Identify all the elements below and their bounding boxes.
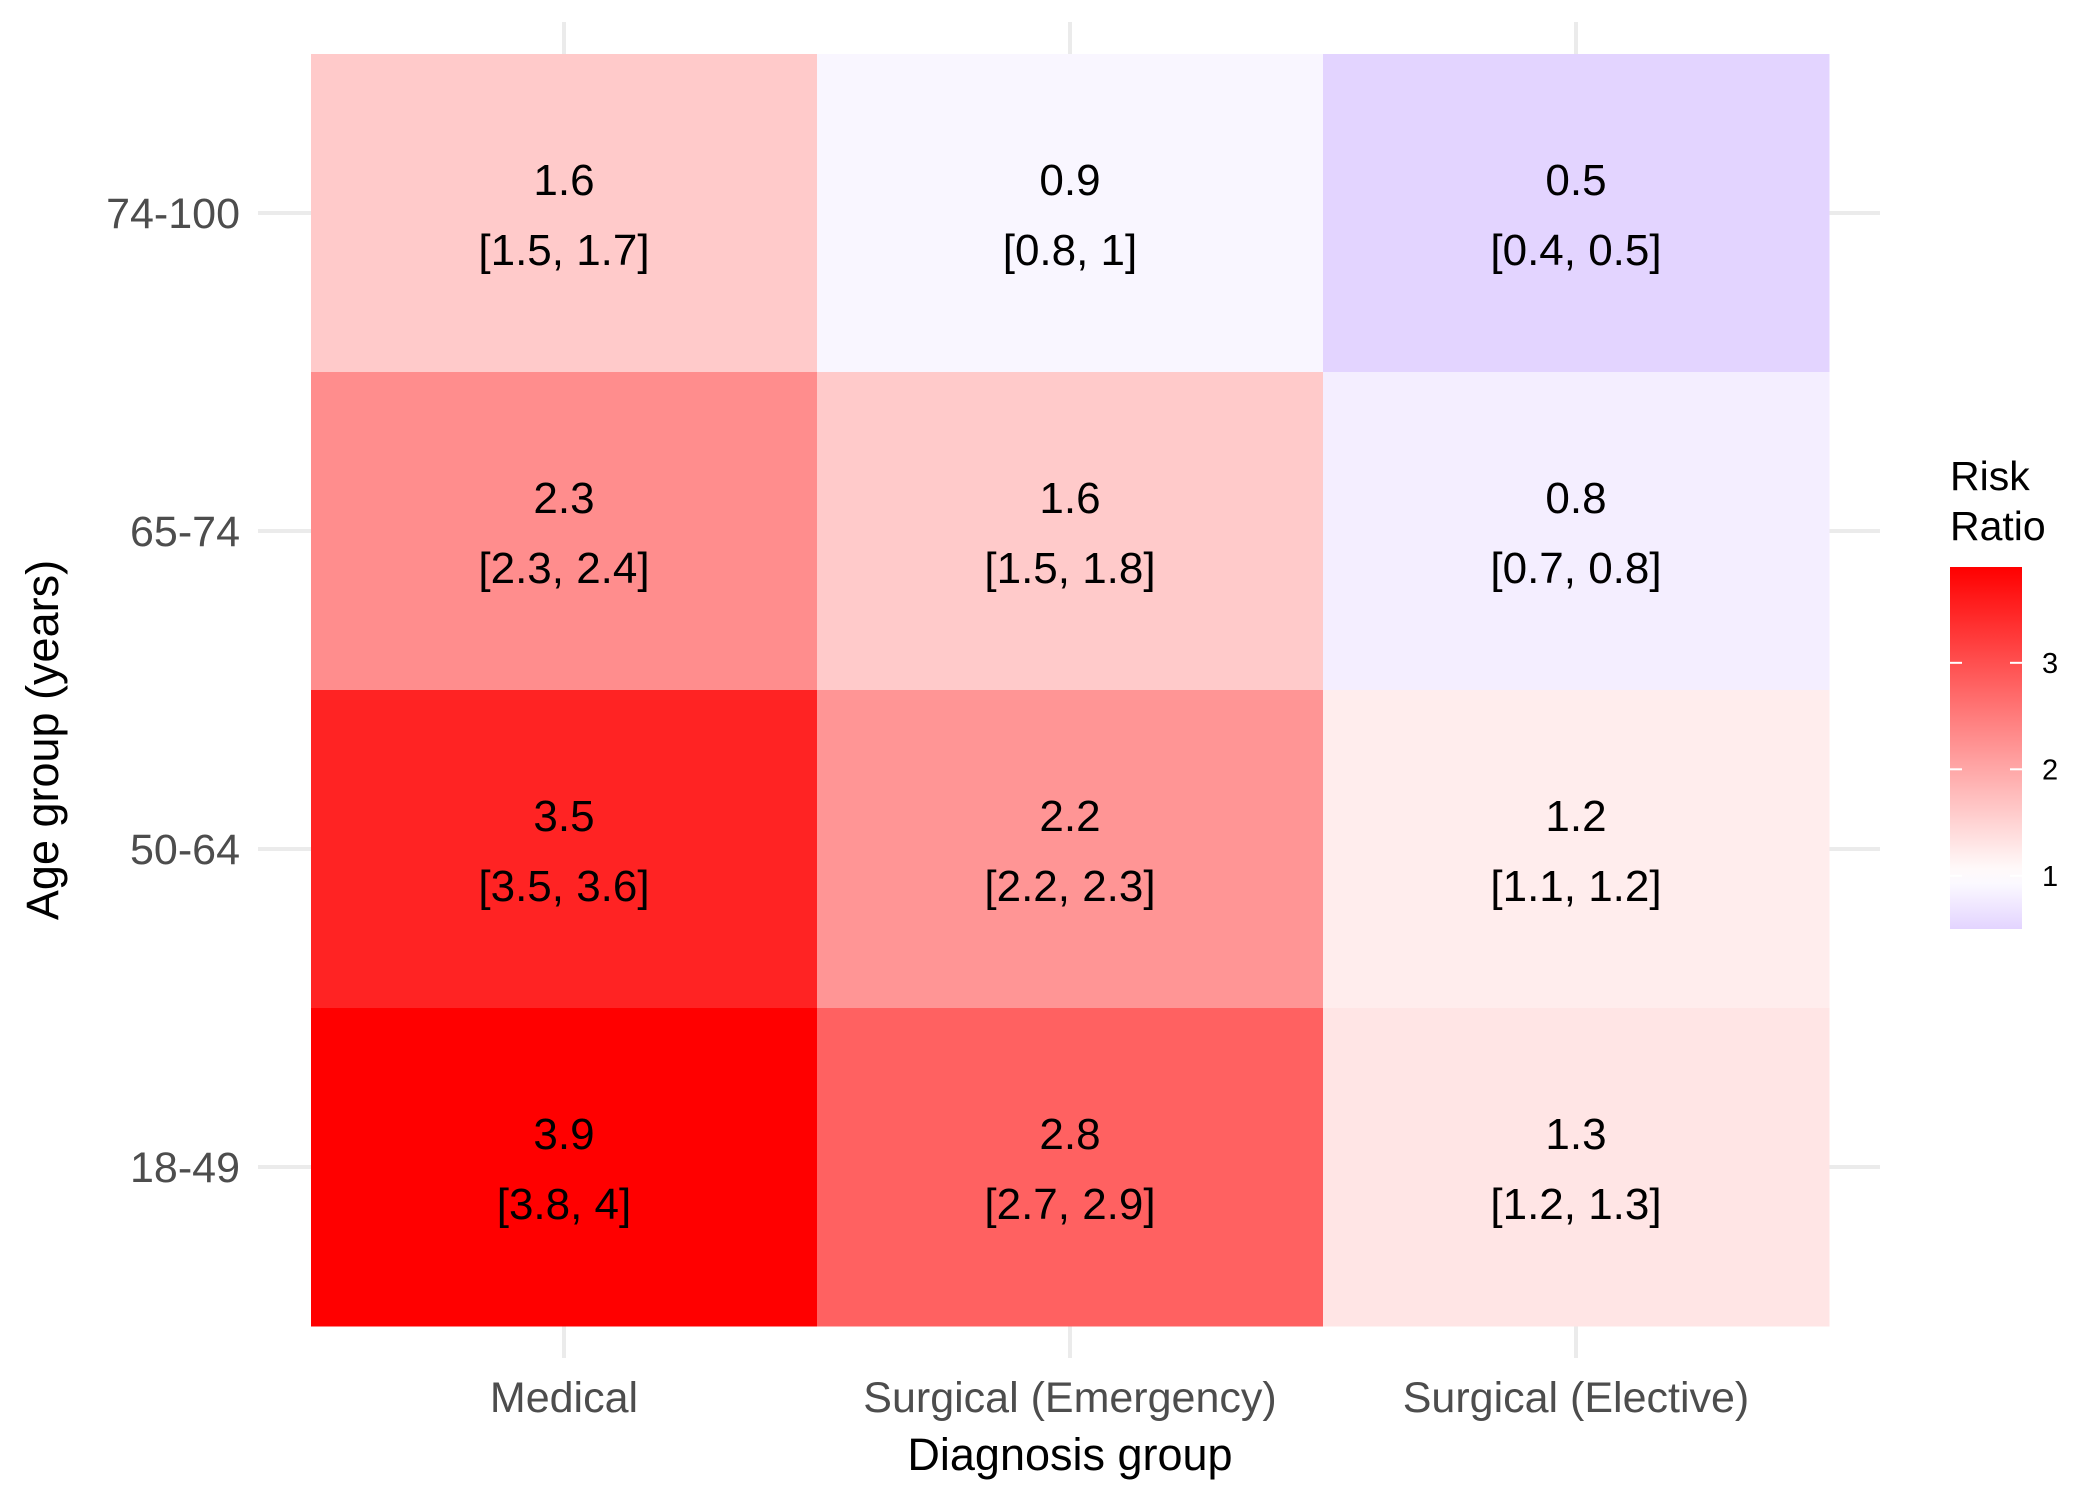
y-tick-label: 50-64 bbox=[130, 826, 240, 874]
cell-value-label: 1.6 bbox=[533, 156, 594, 205]
cell-ci-label: [0.4, 0.5] bbox=[1490, 226, 1661, 275]
heatmap-cell bbox=[1323, 372, 1830, 691]
cell-ci-label: [2.7, 2.9] bbox=[984, 1180, 1155, 1229]
cell-value-label: 0.8 bbox=[1545, 474, 1606, 523]
y-tick-label: 18-49 bbox=[130, 1144, 240, 1192]
y-axis-title: Age group (years) bbox=[17, 560, 68, 920]
cell-ci-label: [1.2, 1.3] bbox=[1490, 1180, 1661, 1229]
x-tick-label: Medical bbox=[490, 1374, 638, 1422]
cell-value-label: 1.3 bbox=[1545, 1110, 1606, 1159]
cell-labels: 1.6 [1.5, 1.7] 0.9 [0.8, 1] 0.5 [0.4, 0.5] 2.3… bbox=[478, 156, 1661, 1229]
cell-value-label: 2.2 bbox=[1039, 792, 1100, 841]
heatmap-cell bbox=[817, 1008, 1324, 1327]
legend-tick-label: 3 bbox=[2042, 648, 2058, 680]
x-tick-label: Surgical (Elective) bbox=[1403, 1374, 1750, 1422]
cell-value-label: 3.9 bbox=[533, 1110, 594, 1159]
cell-value-label: 1.6 bbox=[1039, 474, 1100, 523]
x-axis-title: Diagnosis group bbox=[907, 1429, 1232, 1480]
legend-tick-label: 1 bbox=[2042, 861, 2058, 893]
y-tick-label: 65-74 bbox=[130, 508, 240, 556]
heatmap-cell bbox=[1323, 54, 1830, 373]
heatmap-cell bbox=[817, 54, 1324, 373]
heatmap-cell bbox=[311, 54, 818, 373]
heatmap-cell bbox=[817, 690, 1324, 1009]
legend-title-line-2: Ratio bbox=[1950, 503, 2046, 549]
cell-value-label: 0.5 bbox=[1545, 156, 1606, 205]
cell-ci-label: [3.5, 3.6] bbox=[478, 862, 649, 911]
heatmap-cell bbox=[311, 1008, 818, 1327]
cell-ci-label: [1.1, 1.2] bbox=[1490, 862, 1661, 911]
legend-colorbar bbox=[1950, 567, 2022, 929]
cell-ci-label: [0.8, 1] bbox=[1003, 226, 1138, 275]
axis-ticks: Medical Surgical (Emergency) Surgical (Ele… bbox=[106, 190, 1749, 1422]
heatmap-cell bbox=[311, 372, 818, 691]
cell-value-label: 0.9 bbox=[1039, 156, 1100, 205]
heatmap-cells bbox=[311, 54, 1830, 1327]
heatmap-cell bbox=[817, 372, 1324, 691]
cell-ci-label: [1.5, 1.7] bbox=[478, 226, 649, 275]
cell-value-label: 1.2 bbox=[1545, 792, 1606, 841]
cell-value-label: 2.3 bbox=[533, 474, 594, 523]
legend-title-line-1: Risk bbox=[1950, 453, 2030, 499]
heatmap-cell bbox=[1323, 690, 1830, 1009]
cell-ci-label: [3.8, 4] bbox=[497, 1180, 632, 1229]
x-tick-label: Surgical (Emergency) bbox=[863, 1374, 1276, 1422]
legend: Risk Ratio 1 2 3 bbox=[1950, 453, 2058, 929]
legend-ticks: 1 2 3 bbox=[1950, 648, 2058, 893]
cell-ci-label: [2.3, 2.4] bbox=[478, 544, 649, 593]
heatmap-cell bbox=[1323, 1008, 1830, 1327]
cell-ci-label: [2.2, 2.3] bbox=[984, 862, 1155, 911]
cell-ci-label: [1.5, 1.8] bbox=[984, 544, 1155, 593]
cell-value-label: 3.5 bbox=[533, 792, 594, 841]
y-tick-label: 74-100 bbox=[106, 190, 240, 238]
legend-tick-label: 2 bbox=[2042, 754, 2058, 786]
cell-ci-label: [0.7, 0.8] bbox=[1490, 544, 1661, 593]
heatmap-cell bbox=[311, 690, 818, 1009]
cell-value-label: 2.8 bbox=[1039, 1110, 1100, 1159]
